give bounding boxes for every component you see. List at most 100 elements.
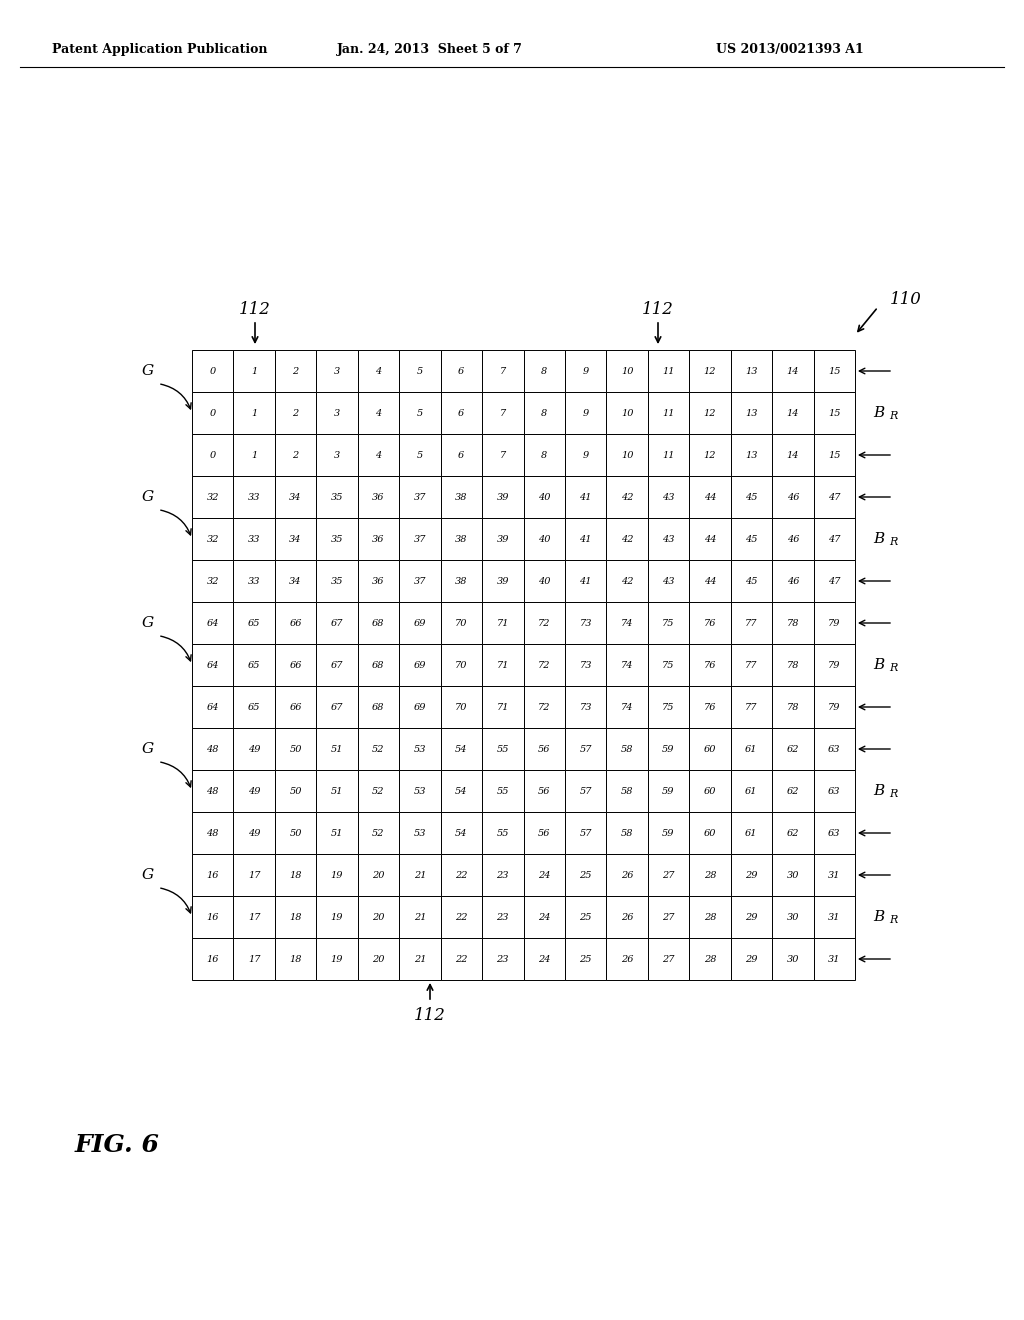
Text: 26: 26 xyxy=(621,954,633,964)
Text: 110: 110 xyxy=(890,292,922,309)
Bar xyxy=(193,770,233,812)
Text: 69: 69 xyxy=(414,660,426,669)
Text: 9: 9 xyxy=(583,367,589,375)
Bar xyxy=(233,392,274,434)
Bar xyxy=(565,770,606,812)
Text: 23: 23 xyxy=(497,954,509,964)
Bar xyxy=(606,477,648,517)
Bar xyxy=(565,939,606,979)
Text: 77: 77 xyxy=(745,660,758,669)
Bar xyxy=(399,729,440,770)
Text: 79: 79 xyxy=(828,619,841,627)
Text: 42: 42 xyxy=(621,492,633,502)
Text: 25: 25 xyxy=(580,954,592,964)
Text: 70: 70 xyxy=(455,660,468,669)
Bar xyxy=(482,896,523,939)
Text: 66: 66 xyxy=(290,702,302,711)
Text: 3: 3 xyxy=(334,367,340,375)
Bar xyxy=(648,644,689,686)
Text: B: B xyxy=(873,909,885,924)
Bar xyxy=(357,350,399,392)
Text: 69: 69 xyxy=(414,619,426,627)
Text: 18: 18 xyxy=(290,870,302,879)
Bar xyxy=(274,560,316,602)
Bar xyxy=(399,812,440,854)
Bar xyxy=(399,939,440,979)
Text: 48: 48 xyxy=(207,744,219,754)
Text: FIG. 6: FIG. 6 xyxy=(75,1133,160,1158)
Bar xyxy=(606,939,648,979)
Bar xyxy=(689,392,731,434)
Bar xyxy=(357,812,399,854)
Text: 26: 26 xyxy=(621,870,633,879)
Bar xyxy=(731,517,772,560)
Bar xyxy=(813,392,855,434)
Text: 4: 4 xyxy=(376,367,382,375)
Text: 22: 22 xyxy=(455,870,468,879)
Text: 79: 79 xyxy=(828,702,841,711)
Text: 36: 36 xyxy=(372,577,385,586)
Bar xyxy=(772,560,813,602)
Text: B: B xyxy=(873,784,885,799)
Bar xyxy=(772,854,813,896)
Bar xyxy=(731,644,772,686)
Bar xyxy=(440,896,482,939)
Text: 56: 56 xyxy=(538,787,551,796)
Text: 3: 3 xyxy=(334,450,340,459)
Bar xyxy=(772,770,813,812)
Text: G: G xyxy=(142,490,154,504)
Bar xyxy=(357,854,399,896)
Bar xyxy=(440,812,482,854)
Text: 8: 8 xyxy=(541,450,548,459)
Text: 19: 19 xyxy=(331,870,343,879)
Text: 5: 5 xyxy=(417,450,423,459)
Bar xyxy=(440,644,482,686)
Bar xyxy=(482,644,523,686)
Text: R: R xyxy=(889,915,897,925)
Text: 36: 36 xyxy=(372,535,385,544)
Text: 77: 77 xyxy=(745,702,758,711)
Bar xyxy=(274,434,316,477)
Bar xyxy=(565,602,606,644)
Text: 14: 14 xyxy=(786,450,799,459)
Bar xyxy=(606,392,648,434)
Text: 33: 33 xyxy=(248,492,260,502)
Bar xyxy=(813,560,855,602)
Text: 2: 2 xyxy=(293,408,299,417)
Bar xyxy=(233,644,274,686)
Bar xyxy=(565,896,606,939)
Bar xyxy=(274,350,316,392)
Bar xyxy=(772,602,813,644)
Bar xyxy=(274,770,316,812)
Text: 14: 14 xyxy=(786,408,799,417)
Text: 44: 44 xyxy=(703,492,716,502)
Text: 31: 31 xyxy=(828,912,841,921)
Bar xyxy=(772,434,813,477)
Bar xyxy=(440,434,482,477)
Bar xyxy=(274,729,316,770)
Text: 67: 67 xyxy=(331,702,343,711)
Bar xyxy=(274,644,316,686)
Text: 40: 40 xyxy=(538,535,551,544)
Text: 72: 72 xyxy=(538,619,551,627)
Text: 75: 75 xyxy=(663,702,675,711)
Text: 48: 48 xyxy=(207,829,219,837)
Bar xyxy=(233,477,274,517)
Bar xyxy=(813,517,855,560)
Bar xyxy=(606,434,648,477)
Text: 32: 32 xyxy=(207,492,219,502)
Text: 60: 60 xyxy=(703,829,716,837)
Bar xyxy=(689,644,731,686)
Bar xyxy=(606,644,648,686)
Text: 43: 43 xyxy=(663,535,675,544)
Text: 13: 13 xyxy=(745,450,758,459)
Bar xyxy=(565,729,606,770)
Text: 41: 41 xyxy=(580,492,592,502)
Text: 61: 61 xyxy=(745,787,758,796)
Text: G: G xyxy=(142,616,154,630)
Text: 47: 47 xyxy=(828,577,841,586)
Text: 37: 37 xyxy=(414,492,426,502)
Bar xyxy=(274,392,316,434)
Text: 66: 66 xyxy=(290,660,302,669)
Text: 38: 38 xyxy=(455,492,468,502)
